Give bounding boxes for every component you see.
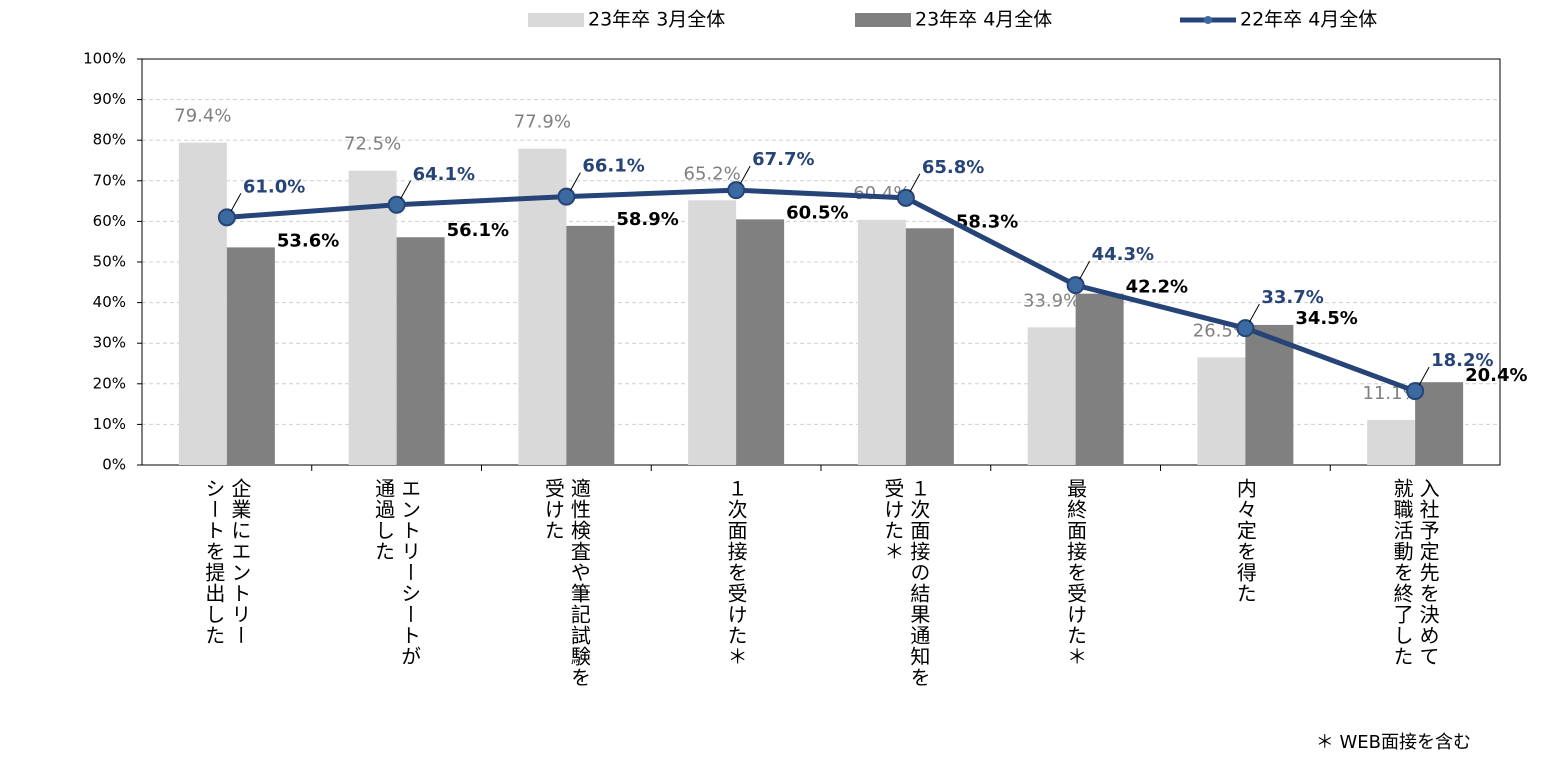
y-tick-label: 40% [93,293,126,311]
legend-swatch [855,13,911,27]
y-tick-label: 100% [83,50,126,68]
data-label: 33.7% [1261,287,1323,308]
bar [857,219,906,465]
y-tick-label: 90% [93,90,126,108]
bar [518,148,567,465]
footnote: ＊ WEB面接を含む [1315,732,1471,753]
bar [396,237,445,465]
data-label: 65.8% [922,157,984,178]
y-tick-label: 30% [93,334,126,352]
marker [387,195,406,214]
legend-label: 23年卒 4月全体 [915,9,1052,31]
marker [557,187,576,206]
bar [688,200,737,465]
marker [1406,382,1425,401]
legend-swatch [528,13,584,27]
data-label: 58.9% [616,209,678,230]
legend-swatch [1204,16,1212,24]
leader-line [230,193,242,212]
x-tick-label: 企業にエントリー シートを提出した [201,478,252,646]
legend-label: 23年卒 3月全体 [588,9,725,31]
data-label: 67.7% [752,149,814,170]
data-label: 79.4% [174,106,231,127]
y-tick-label: 70% [93,171,126,189]
y-tick-label: 50% [93,253,126,271]
data-label: 65.2% [684,163,741,184]
bar [178,142,227,466]
bar [1197,357,1246,465]
marker [896,188,915,207]
leader-line [909,173,921,193]
leader-line [400,180,412,199]
data-label: 64.1% [413,164,475,185]
data-label: 66.1% [582,156,644,177]
bar [1075,293,1124,465]
y-tick-label: 80% [93,131,126,149]
y-tick-label: 20% [93,374,126,392]
bar [1245,324,1294,465]
marker [727,181,746,200]
bar [226,247,275,465]
x-tick-label: 適性検査や筆記試験を 受けた [541,478,592,688]
leader-line [1418,366,1430,386]
data-label: 42.2% [1126,277,1188,298]
x-tick-label: １次面接を受けた＊ [724,478,749,667]
bar [1367,419,1416,465]
leader-line [1248,303,1260,323]
data-label: 33.9% [1023,290,1080,311]
marker [217,208,236,227]
data-label: 60.5% [786,202,848,223]
y-tick-label: 0% [102,456,126,474]
data-label: 58.3% [956,211,1018,232]
line [226,187,1416,394]
x-tick-label: エントリーシートが 通過した [371,478,422,667]
data-label: 53.6% [277,230,339,251]
bar [736,219,785,465]
bar [348,170,397,465]
data-label: 20.4% [1465,365,1527,386]
data-label: 34.5% [1295,308,1357,329]
data-label: 72.5% [344,134,401,155]
data-label: 77.9% [514,112,571,133]
data-label: 44.3% [1092,244,1154,265]
marker [1066,276,1085,295]
x-tick-label: 内々定を得た [1233,478,1258,604]
bar [1415,382,1464,465]
data-label: 18.2% [1431,350,1493,371]
bar [566,225,615,465]
leader-line [1079,260,1091,280]
x-tick-label: １次面接の結果通知を 受けた＊ [880,478,931,688]
data-label: 56.1% [447,220,509,241]
leader-line [569,172,581,191]
y-tick-label: 10% [93,415,126,433]
y-tick-label: 60% [93,212,126,230]
bar [1027,327,1076,465]
x-tick-label: 入社予定先を決めて 就職活動を終了した [1390,478,1441,667]
legend-label: 22年卒 4月全体 [1240,9,1377,31]
bar [905,228,954,465]
leader-line [739,165,751,185]
data-label: 61.0% [243,176,305,197]
x-tick-label: 最終面接を受けた＊ [1063,478,1088,667]
marker [1236,319,1255,338]
